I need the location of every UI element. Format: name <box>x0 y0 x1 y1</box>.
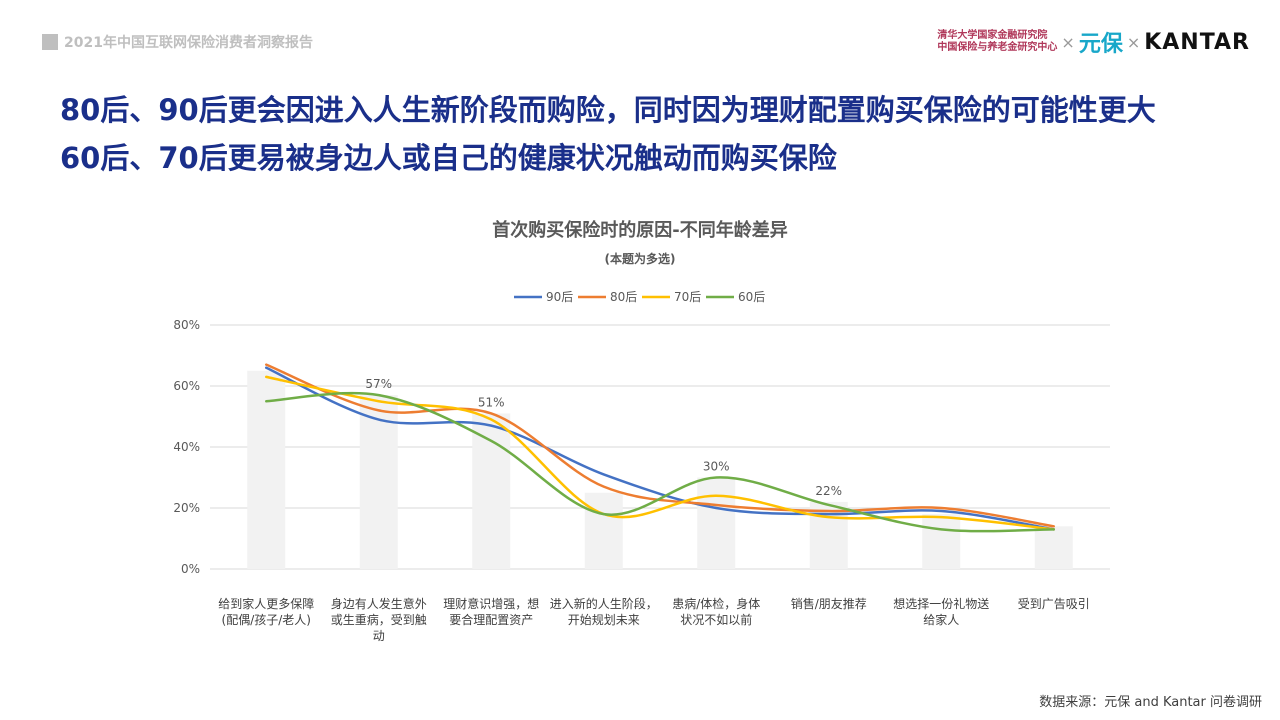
x-category-label: 理财意识增强，想要合理配置资产 <box>443 596 539 627</box>
headline: 80后、90后更会因进入人生新阶段而购险，同时因为理财配置购买保险的可能性更大 … <box>60 86 1156 182</box>
kantar-logo: KANTAR <box>1144 29 1250 55</box>
logo-separator: × <box>1061 32 1075 52</box>
x-category-label: 身边有人发生意外或生重病，受到触动 <box>331 596 427 643</box>
logo-separator: × <box>1126 32 1141 52</box>
headline-line2: 60后、70后更易被身边人或自己的健康状况触动而购买保险 <box>60 141 837 175</box>
x-category-label: 想选择一份礼物送给家人 <box>893 596 989 627</box>
headline-line1: 80后、90后更会因进入人生新阶段而购险，同时因为理财配置购买保险的可能性更大 <box>60 93 1156 127</box>
y-tick-label: 80% <box>173 318 200 332</box>
legend-label: 80后 <box>610 290 637 304</box>
bar-value-label: 22% <box>815 484 842 498</box>
x-category-label: 进入新的人生阶段，开始规划未来 <box>550 596 658 627</box>
series-line-70后 <box>265 375 1055 531</box>
y-tick-label: 20% <box>173 501 200 515</box>
partner-logos: 清华大学国家金融研究院 中国保险与养老金研究中心 × 元保 × KANTAR <box>937 26 1250 58</box>
bar <box>697 477 736 569</box>
bar <box>922 514 961 569</box>
x-category-label: 给到家人更多保障(配偶/孩子/老人) <box>218 596 314 627</box>
series-line-90后 <box>265 366 1055 531</box>
bar-value-label: 51% <box>478 395 505 409</box>
bar-value-label: 57% <box>365 377 392 391</box>
x-category-label: 受到广告吸引 <box>1018 597 1090 611</box>
header-square-marker <box>42 34 58 50</box>
bar <box>247 370 286 569</box>
tsinghua-logo-line2: 中国保险与养老金研究中心 <box>937 42 1058 53</box>
series-line-80后 <box>265 363 1055 528</box>
series-line-60后 <box>265 391 1055 533</box>
bar <box>1034 526 1073 569</box>
legend-label: 90后 <box>546 290 573 304</box>
x-category-label: 销售/朋友推荐 <box>791 596 867 611</box>
chart-title: 首次购买保险时的原因-不同年龄差异 <box>492 220 788 241</box>
bar-value-label: 30% <box>703 460 730 474</box>
tsinghua-logo-line1: 清华大学国家金融研究院 <box>937 30 1048 41</box>
bar <box>584 492 623 569</box>
report-title: 2021年中国互联网保险消费者洞察报告 <box>64 35 313 51</box>
y-tick-label: 60% <box>173 379 200 393</box>
y-tick-label: 0% <box>181 562 200 576</box>
y-tick-label: 40% <box>173 440 200 454</box>
x-category-label: 患病/体检，身体状况不如以前 <box>672 596 760 627</box>
tsinghua-logo: 清华大学国家金融研究院 中国保险与养老金研究中心 <box>937 30 1057 54</box>
legend-label: 60后 <box>738 290 765 304</box>
yuanbao-logo: 元保 <box>1078 32 1123 57</box>
legend-label: 70后 <box>674 290 701 304</box>
chart-subtitle: (本题为多选) <box>604 252 676 266</box>
bar <box>472 413 511 569</box>
bar <box>359 395 398 569</box>
data-source: 数据来源：元保 and Kantar 问卷调研 <box>1039 695 1262 710</box>
